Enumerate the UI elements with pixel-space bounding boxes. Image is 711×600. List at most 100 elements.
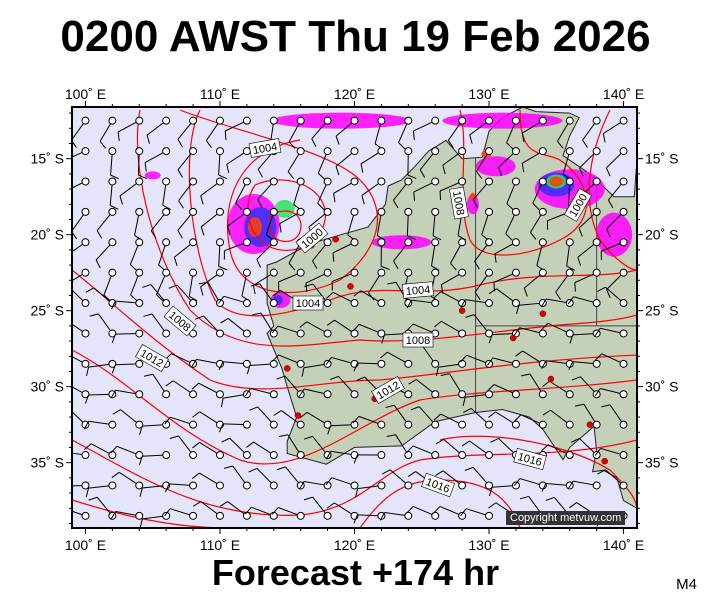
wind-barb <box>271 354 305 368</box>
city-marker <box>294 412 302 419</box>
isobar-label: 1004 <box>248 138 282 158</box>
wind-barb <box>516 299 547 315</box>
station-circle <box>431 359 440 368</box>
wind-barb <box>273 410 305 429</box>
wind-barb <box>164 508 198 520</box>
station-circle <box>431 268 440 277</box>
wind-barb <box>488 481 520 497</box>
station-circle <box>404 238 413 247</box>
station-circle <box>565 177 574 186</box>
station-circle <box>619 116 628 125</box>
station-circle <box>592 359 601 368</box>
wind-barb <box>111 329 144 343</box>
station-circle <box>296 329 305 338</box>
wind-barb <box>435 439 467 460</box>
station-circle <box>162 511 171 520</box>
station-circle <box>323 268 332 277</box>
station-circle <box>511 481 520 490</box>
lon-tick-label: 130˚ E <box>468 86 509 102</box>
wind-barb <box>220 318 251 338</box>
wind-barb <box>406 323 440 338</box>
station-circle <box>511 390 520 399</box>
city-marker <box>586 421 594 428</box>
station-circle <box>296 268 305 277</box>
precipitation-area <box>274 199 295 218</box>
station-circle <box>242 177 251 186</box>
wind-barb <box>220 390 251 408</box>
station-circle <box>81 511 90 520</box>
station-circle <box>404 481 413 490</box>
wind-barb <box>398 116 413 150</box>
station-circle <box>350 299 359 308</box>
wind-barb <box>150 207 171 239</box>
wind-barb <box>110 445 144 460</box>
wind-barb <box>72 386 90 399</box>
wind-barb <box>493 268 520 292</box>
station-circle <box>81 268 90 277</box>
city-marker <box>283 365 291 372</box>
wind-barb <box>135 147 147 180</box>
wind-barb <box>200 268 224 296</box>
wind-barb <box>408 379 440 399</box>
wind-barb <box>332 238 359 262</box>
wind-barb <box>303 496 332 520</box>
station-circle <box>296 116 305 125</box>
station-circle <box>215 481 224 490</box>
wind-barb <box>567 296 601 308</box>
station-circle <box>485 116 494 125</box>
station-circle <box>162 177 171 186</box>
station-circle <box>565 329 574 338</box>
station-circle <box>538 390 547 399</box>
city-marker <box>601 457 608 465</box>
isobar <box>72 349 637 465</box>
wind-barb <box>271 325 305 338</box>
station-circle <box>458 329 467 338</box>
isobar <box>439 435 637 511</box>
station-circle <box>404 177 413 186</box>
station-circle <box>350 177 359 186</box>
wind-barb <box>227 207 251 235</box>
wind-barb <box>224 116 251 141</box>
wind-barb <box>117 116 144 141</box>
wind-barb <box>353 290 386 308</box>
station-circle <box>619 147 628 156</box>
wind-barb <box>72 238 90 253</box>
wind-barb <box>335 116 359 145</box>
wind-barb <box>311 116 332 147</box>
wind-barb <box>269 116 279 150</box>
station-circle <box>458 359 467 368</box>
station-circle <box>242 116 251 125</box>
wind-barb <box>317 177 332 211</box>
wind-barb <box>111 359 144 374</box>
wind-barb <box>602 116 628 143</box>
city-marker <box>509 334 517 342</box>
wind-barb <box>574 268 601 292</box>
wind-barb <box>119 177 144 205</box>
station-circle <box>485 268 494 277</box>
station-circle <box>269 390 278 399</box>
station-circle <box>323 299 332 308</box>
station-circle <box>538 116 547 125</box>
wind-barb <box>205 116 224 149</box>
wind-barb <box>542 409 574 429</box>
wind-barb <box>594 447 628 460</box>
station-circle <box>215 390 224 399</box>
precipitation-area <box>271 112 412 129</box>
station-circle <box>619 390 628 399</box>
station-circle <box>565 116 574 125</box>
station-circle <box>108 329 117 338</box>
station-circle <box>377 207 386 216</box>
lon-tick-label: 120˚ E <box>334 537 375 553</box>
station-circle <box>296 147 305 156</box>
station-circle <box>485 329 494 338</box>
station-circle <box>81 207 90 216</box>
station-circle <box>619 451 628 460</box>
station-circle <box>269 207 278 216</box>
lon-tick-label: 110˚ E <box>200 537 240 553</box>
wind-barb <box>567 480 601 490</box>
station-circle <box>215 511 224 520</box>
station-circle <box>619 481 628 490</box>
lat-tick-label: 30˚ S <box>645 379 678 395</box>
wind-barb <box>249 406 278 429</box>
station-circle <box>81 481 90 490</box>
